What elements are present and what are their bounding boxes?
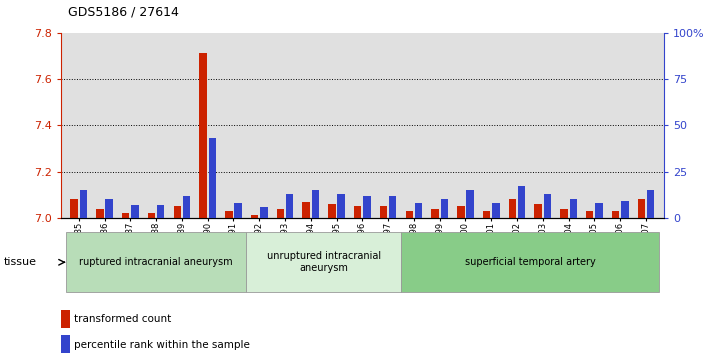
Bar: [595, 203, 603, 218]
Bar: [122, 213, 129, 218]
Bar: [535, 204, 542, 218]
Bar: [183, 196, 190, 218]
Text: percentile rank within the sample: percentile rank within the sample: [74, 339, 250, 350]
Bar: [638, 199, 645, 218]
Bar: [260, 207, 268, 218]
Bar: [276, 208, 284, 218]
Bar: [148, 213, 155, 218]
Bar: [225, 211, 233, 218]
Bar: [71, 199, 78, 218]
Bar: [570, 199, 577, 218]
Bar: [157, 205, 164, 218]
Bar: [363, 196, 371, 218]
Text: tissue: tissue: [4, 257, 36, 267]
Text: transformed count: transformed count: [74, 314, 171, 324]
Bar: [431, 208, 439, 218]
Bar: [61, 335, 70, 353]
Bar: [80, 190, 87, 218]
Text: unruptured intracranial
aneurysm: unruptured intracranial aneurysm: [266, 252, 381, 273]
Bar: [106, 199, 113, 218]
Bar: [518, 186, 526, 218]
Bar: [246, 232, 401, 293]
Bar: [415, 203, 422, 218]
Bar: [208, 138, 216, 218]
Bar: [401, 232, 659, 293]
Bar: [621, 201, 628, 218]
Bar: [354, 206, 361, 218]
Bar: [328, 204, 336, 218]
Bar: [492, 203, 500, 218]
Bar: [131, 205, 139, 218]
Bar: [406, 211, 413, 218]
Bar: [312, 190, 319, 218]
Bar: [66, 232, 246, 293]
Bar: [61, 310, 70, 328]
Bar: [286, 194, 293, 218]
Bar: [483, 211, 491, 218]
Bar: [441, 199, 448, 218]
Bar: [380, 206, 387, 218]
Text: superficial temporal artery: superficial temporal artery: [465, 257, 595, 267]
Bar: [389, 196, 396, 218]
Bar: [466, 190, 474, 218]
Bar: [234, 203, 242, 218]
Bar: [612, 211, 619, 218]
Bar: [251, 216, 258, 218]
Bar: [303, 201, 310, 218]
Bar: [199, 53, 207, 218]
Bar: [544, 194, 551, 218]
Bar: [174, 206, 181, 218]
Bar: [338, 194, 345, 218]
Text: ruptured intracranial aneurysm: ruptured intracranial aneurysm: [79, 257, 233, 267]
Bar: [560, 208, 568, 218]
Bar: [647, 190, 654, 218]
Bar: [508, 199, 516, 218]
Bar: [586, 211, 593, 218]
Bar: [96, 208, 104, 218]
Text: GDS5186 / 27614: GDS5186 / 27614: [68, 5, 178, 18]
Bar: [457, 206, 465, 218]
